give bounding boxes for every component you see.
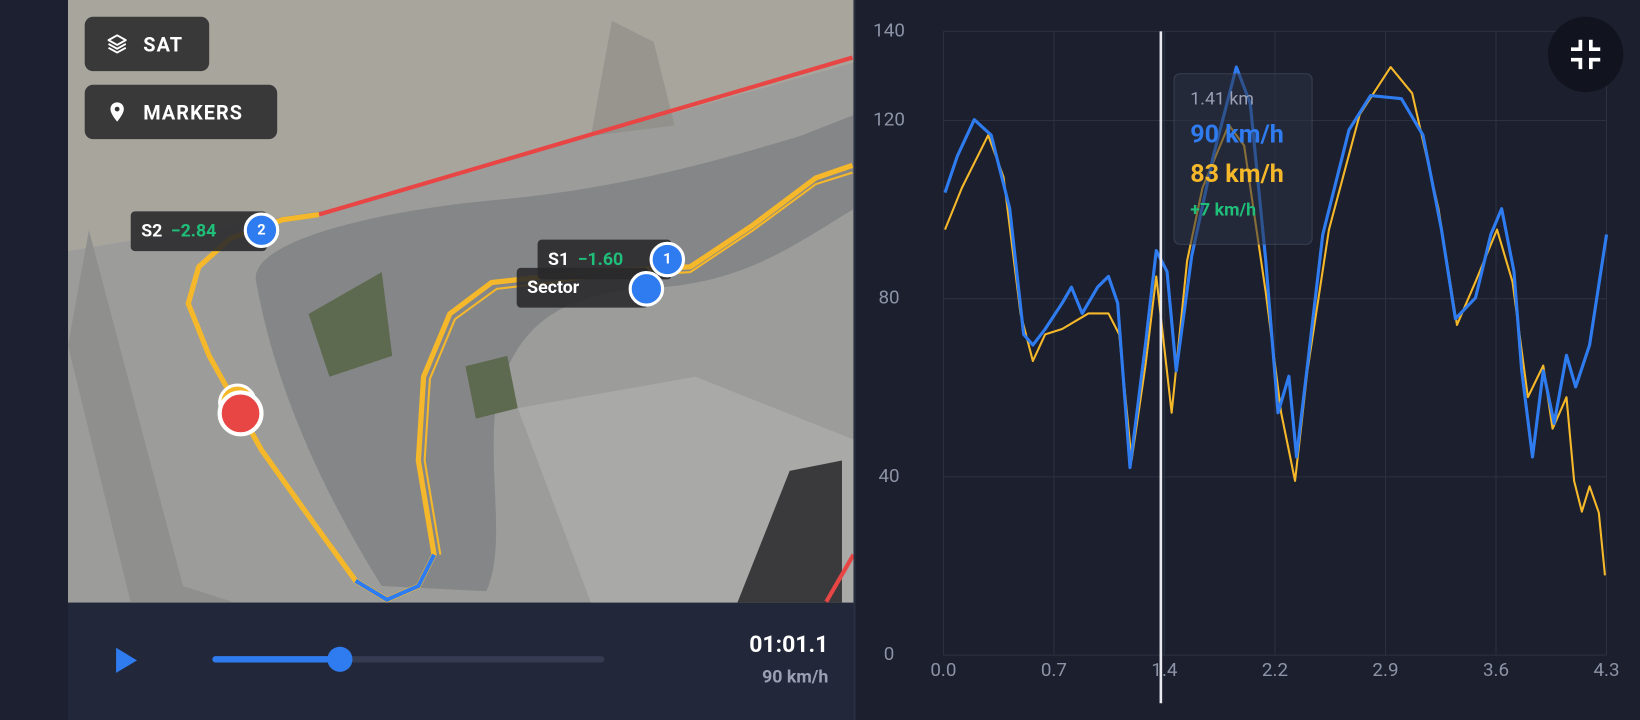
y-tick-label: 40 (878, 465, 899, 487)
sector-pin[interactable]: 2 (243, 212, 280, 249)
markers-label: MARKERS (143, 99, 244, 125)
tooltip-speed: 90 km/h (1190, 119, 1284, 149)
x-tick-label: 4.3 (1593, 659, 1619, 681)
slider-knob[interactable] (327, 646, 353, 672)
play-button[interactable] (110, 645, 141, 676)
slider-progress (212, 656, 341, 663)
sector-pin[interactable]: 1 (649, 241, 686, 278)
sector-name: S1 (548, 249, 570, 270)
sector-name: Sector (527, 277, 580, 299)
x-tick-label: 0.0 (930, 659, 956, 681)
collapse-icon (1570, 39, 1601, 70)
x-tick-label: 2.9 (1372, 659, 1398, 681)
sector-delta: −2.84 (170, 220, 217, 242)
layer-label: SAT (143, 31, 184, 56)
y-tick-label: 0 (884, 643, 895, 665)
x-tick-label: 0.7 (1041, 659, 1067, 681)
tooltip: 1.41 km 90 km/h 83 km/h +7 km/h (1173, 73, 1313, 245)
sector-tag[interactable]: S2 −2.84 (130, 211, 267, 252)
tooltip-speed: 83 km/h (1190, 159, 1284, 189)
y-tick-label: 120 (873, 108, 905, 130)
y-tick-label: 80 (878, 287, 899, 309)
markers-button[interactable]: MARKERS (84, 84, 278, 140)
tooltip-distance: 1.41 km (1190, 88, 1254, 110)
x-tick-label: 1.4 (1151, 659, 1178, 681)
layer-button[interactable]: SAT (84, 16, 210, 72)
sector-pin[interactable] (628, 271, 665, 307)
sector-name: S2 (141, 220, 163, 242)
speed-line (943, 65, 1609, 470)
sector-tag[interactable]: Sector (516, 267, 649, 308)
layers-icon (107, 34, 127, 54)
divider (853, 0, 856, 720)
tooltip-delta: +7 km/h (1190, 199, 1257, 221)
lap-time: 01:01.1 (749, 632, 829, 659)
playback-bar: 01:01.1 90 km/h (67, 602, 854, 720)
sector-delta: −1.60 (577, 249, 624, 270)
x-tick-label: 2.2 (1262, 659, 1288, 681)
side-strip (0, 0, 68, 720)
pin-icon (110, 102, 124, 122)
slider-track[interactable] (212, 656, 605, 663)
y-tick-label: 140 (873, 19, 905, 41)
x-tick-label: 3.6 (1483, 659, 1509, 681)
current-speed: 90 km/h (762, 666, 829, 688)
collapse-button[interactable] (1547, 16, 1624, 93)
